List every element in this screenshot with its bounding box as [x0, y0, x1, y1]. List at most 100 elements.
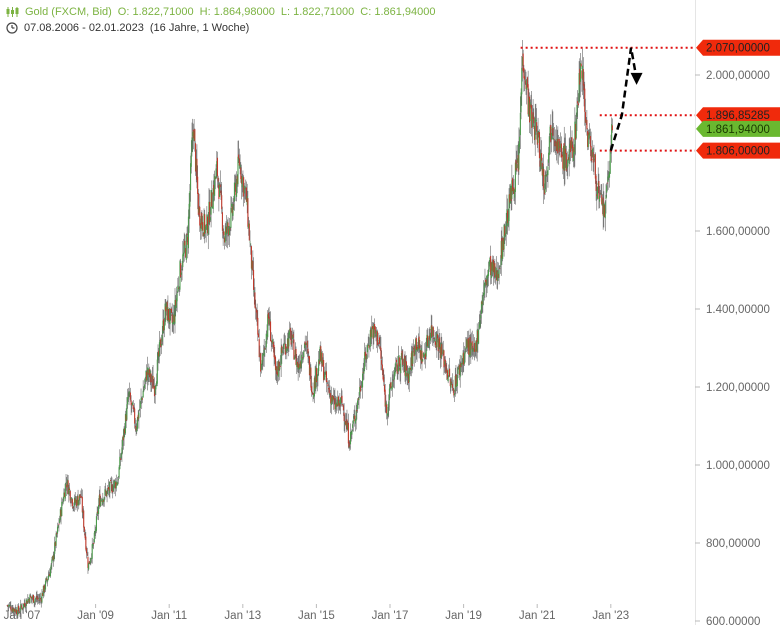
- candle-body: [128, 392, 130, 397]
- candle-body: [271, 340, 273, 343]
- candle-body: [498, 269, 500, 278]
- candle-body: [70, 501, 72, 503]
- candle-body: [323, 376, 325, 380]
- candle-body: [564, 145, 566, 171]
- candle-body: [472, 347, 474, 352]
- candle-body: [194, 143, 197, 172]
- candle-body: [606, 185, 608, 193]
- candle-body: [165, 302, 168, 310]
- candle-body: [530, 104, 532, 108]
- candle-body: [519, 136, 521, 147]
- candle-body: [490, 255, 492, 276]
- candle-body: [184, 240, 186, 246]
- candle-body: [90, 558, 93, 560]
- candle-body: [450, 381, 452, 388]
- candle-body: [102, 498, 104, 504]
- candle-body: [446, 370, 449, 380]
- candle-body: [521, 56, 524, 66]
- candle-body: [535, 119, 537, 122]
- candle-body: [456, 383, 458, 388]
- candle-body: [138, 412, 140, 419]
- candle-body: [218, 184, 220, 200]
- candle-body: [485, 279, 487, 286]
- candle-body: [545, 174, 548, 177]
- candle-body: [372, 326, 374, 339]
- candle-body: [536, 122, 538, 132]
- candle-body: [536, 132, 538, 145]
- candle-body: [453, 389, 455, 396]
- candle-body: [279, 365, 281, 367]
- candle-body: [550, 124, 552, 142]
- candle-body: [202, 222, 204, 231]
- candle-body: [468, 338, 470, 355]
- candle-body: [477, 330, 479, 342]
- candle-body: [435, 342, 437, 348]
- candle-body: [365, 353, 367, 360]
- candle-body: [306, 342, 308, 346]
- candle-body: [577, 103, 579, 106]
- candle-body: [522, 53, 524, 71]
- candle-body: [136, 427, 138, 432]
- candle-body: [509, 185, 511, 204]
- candle-body: [539, 160, 541, 167]
- candle-body: [257, 333, 260, 338]
- candle-body: [273, 344, 275, 358]
- candle-body: [451, 381, 453, 383]
- candle-body: [427, 339, 429, 348]
- y-tick-label: 1.600,00000: [706, 226, 770, 238]
- candle-body: [557, 139, 559, 154]
- candle-body: [361, 386, 363, 388]
- candle-body: [582, 69, 584, 86]
- candle-body: [398, 357, 400, 367]
- candle-body: [604, 204, 606, 218]
- candle-body: [543, 168, 545, 189]
- candle-body: [508, 194, 510, 222]
- candle-body: [252, 261, 254, 271]
- candle-body: [345, 420, 347, 425]
- candle-body: [438, 339, 440, 350]
- candle-body: [340, 397, 342, 405]
- candle-body: [111, 484, 113, 493]
- candle-body: [386, 404, 388, 414]
- candle-body: [325, 371, 327, 383]
- candle-body: [433, 338, 435, 339]
- candle-body: [107, 488, 109, 489]
- candle-body: [448, 369, 450, 377]
- candle-body: [191, 137, 193, 153]
- candle-body: [262, 353, 265, 356]
- candle-body: [165, 306, 167, 312]
- candle-body: [159, 339, 161, 345]
- candle-body: [269, 321, 272, 342]
- candle-body: [180, 272, 182, 275]
- candle-body: [390, 382, 392, 389]
- candle-body: [589, 132, 591, 138]
- candle-body: [102, 499, 105, 502]
- candle-body: [27, 599, 29, 603]
- candle-body: [444, 359, 446, 366]
- candle-body: [255, 309, 257, 313]
- candle-body: [509, 194, 511, 203]
- candle-body: [187, 236, 189, 245]
- candle-body: [440, 342, 442, 358]
- candle-body: [337, 396, 339, 406]
- candle-body: [119, 458, 122, 460]
- candle-body: [591, 148, 594, 157]
- candle-body: [291, 335, 294, 339]
- candle-body: [502, 237, 504, 251]
- candle-body: [406, 372, 408, 377]
- candle-body: [316, 375, 318, 381]
- candle-body: [602, 197, 604, 216]
- candle-body: [374, 326, 376, 334]
- candle-body: [197, 176, 199, 195]
- candle-body: [555, 143, 557, 145]
- candle-body: [52, 556, 54, 560]
- candle-body: [262, 354, 264, 362]
- x-tick-label: Jan '17: [372, 610, 409, 622]
- candle-body: [168, 318, 170, 322]
- candle-body: [151, 380, 153, 382]
- candle-body: [514, 162, 516, 192]
- candle-body: [608, 171, 611, 178]
- candle-body: [431, 325, 433, 338]
- candle-body: [474, 349, 476, 352]
